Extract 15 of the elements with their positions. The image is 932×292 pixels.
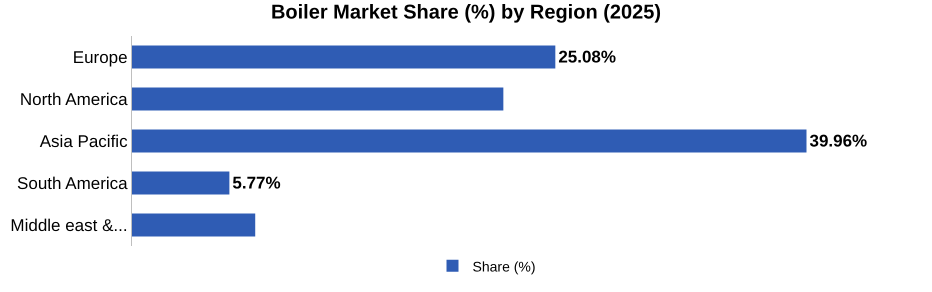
y-tick-label: North America [20,90,128,109]
y-tick-label: South America [17,174,128,193]
chart-title: Boiler Market Share (%) by Region (2025) [270,1,662,24]
y-tick-label: Middle east &... [10,216,128,235]
data-label: 39.96% [810,132,868,150]
bar [132,45,556,69]
bar [132,171,230,195]
data-label: 25.08% [558,48,616,66]
bar [132,129,806,153]
y-tick-label: Asia Pacific [40,132,128,151]
bar [132,87,504,111]
y-tick-label: Europe [72,48,128,67]
bar [132,213,256,237]
data-label: 5.77% [232,174,281,192]
legend-label: Share (%) [472,258,536,274]
